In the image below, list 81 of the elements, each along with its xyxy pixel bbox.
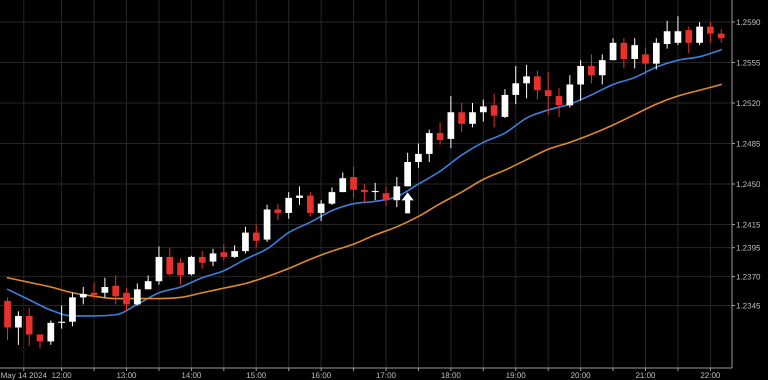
x-tick-label: 12:00 [52,371,72,380]
candlestick [512,65,520,105]
candlestick [36,334,44,349]
candlestick [544,71,552,116]
candlestick [47,320,54,346]
candlestick [252,224,260,248]
candlestick [631,38,638,69]
x-tick-label: 16:00 [311,371,332,380]
candlestick [707,21,714,44]
y-tick-label: 1.2590 [736,18,762,27]
candlestick [296,186,303,206]
candlestick [285,192,292,220]
candlestick [318,200,324,222]
y-tick-label: 1.2370 [736,272,762,282]
candlestick [382,186,390,206]
candlestick [339,172,346,193]
y-tick-label: 1.2415 [736,220,762,230]
candlestick [166,247,174,276]
candlestick [642,46,649,76]
candlestick [523,64,530,99]
y-tick-label: 1.2450 [736,180,762,189]
candlestick [610,38,616,61]
candlestick [350,166,357,198]
candlestick [274,203,282,220]
candlestick [556,87,562,118]
x-tick-label: 14:00 [181,371,202,380]
candlestick [177,258,184,286]
y-tick-label: 1.2485 [736,139,762,148]
x-tick-label: 20:00 [570,371,592,380]
candlestick [198,250,206,269]
candlestick [534,70,541,100]
candlestick [652,38,660,70]
candlestick [15,310,22,346]
candlestick [415,142,422,168]
candlestick [306,192,314,217]
y-tick-label: 1.2345 [736,301,762,310]
candlestick [664,20,670,50]
candlestick [210,248,216,267]
candlestick [502,88,508,119]
candlestick [220,244,228,261]
candlestick [674,16,682,46]
candlestick [188,255,195,276]
candlestick [598,54,606,85]
candlestick [577,60,584,102]
candlestick [134,283,141,306]
candlestick [102,277,108,298]
candlestick [393,176,400,208]
candlestick [58,305,65,330]
candlestick [123,288,130,312]
y-tick-label: 1.2520 [736,98,762,108]
candlestick [426,129,433,163]
y-tick-label: 1.2395 [736,243,762,252]
candlestick [566,74,574,108]
x-tick-label: 21:00 [635,371,656,380]
candlestick [26,307,33,347]
x-tick-label: 13:00 [116,371,138,380]
x-tick-label: 22:00 [700,371,721,380]
candlestick [242,226,249,254]
candlestick [718,28,725,44]
x-tick-label: 17:00 [376,371,397,380]
candlestick [144,274,152,290]
x-tick-label: May 14 2024 [0,371,48,380]
x-tick-label: 15:00 [246,371,267,380]
candlestick [436,122,444,146]
candlestick [112,274,120,305]
candlestick [469,102,476,128]
candlestick [90,282,98,300]
candlestick [490,93,498,128]
candlestick [620,38,628,69]
candlestick [328,186,336,206]
x-tick-label: 19:00 [506,371,526,380]
line-series [6,48,722,317]
candlestick [231,244,238,259]
x-tick-label: 18:00 [440,371,462,380]
candlestick [480,99,487,122]
candlestick [696,21,703,46]
y-tick-label: 1.2555 [736,58,762,68]
candlestick [685,26,692,54]
candlestick [80,286,87,305]
candlestick [588,54,595,84]
candlestick [458,102,466,132]
